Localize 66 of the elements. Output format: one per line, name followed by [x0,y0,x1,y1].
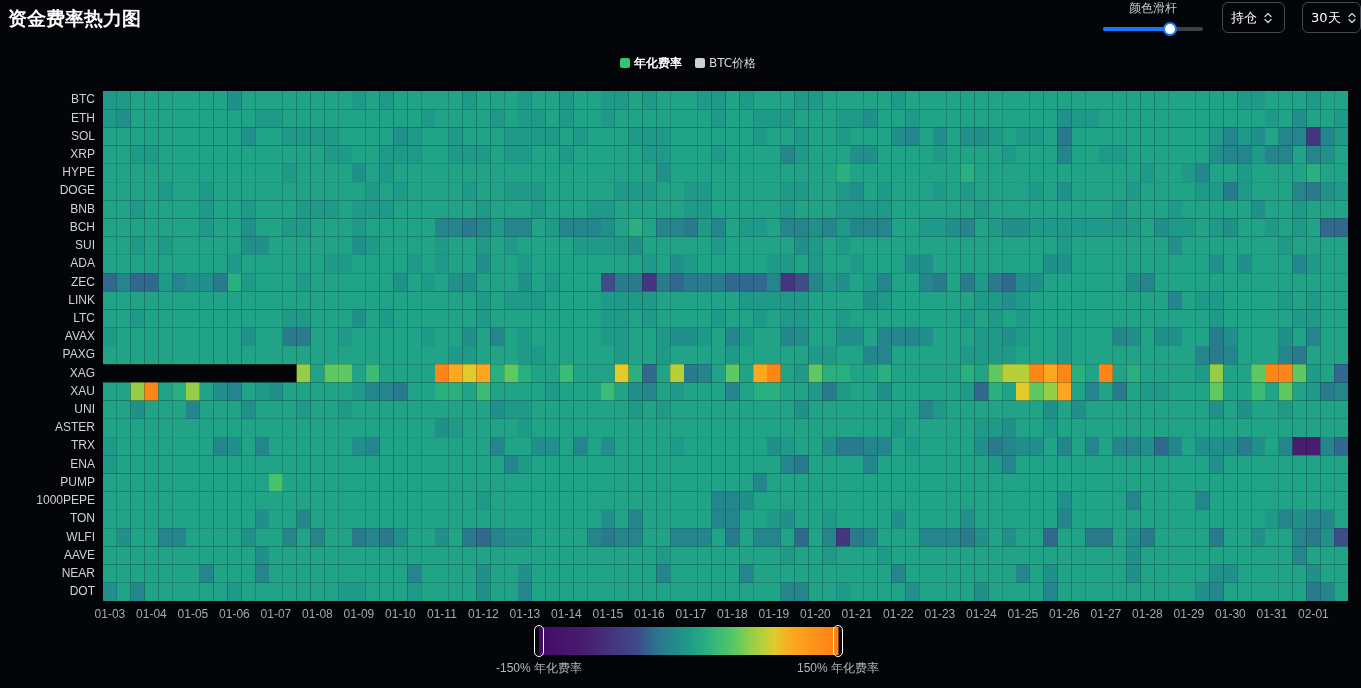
y-tick-label: DOT [69,584,96,599]
x-tick-label: 01-15 [592,606,624,621]
y-tick-label: ETH [71,110,95,125]
x-tick-label: 01-19 [758,606,790,621]
x-tick-label: 01-05 [177,606,209,621]
x-tick-label: 01-30 [1215,606,1247,621]
x-tick-label: 01-20 [800,606,832,621]
y-tick-label: HYPE [62,165,95,180]
dropdown: 持仓 [1222,2,1285,33]
x-tick-label: 01-21 [841,606,873,621]
y-tick-label: SOL [70,128,96,143]
color-bar-title: 年化费率 [634,56,682,70]
y-tick-label: ADA [70,256,95,271]
y-tick-label: BTC [71,92,96,107]
y-tick-label: LINK [68,292,95,307]
x-tick-label: 01-29 [1173,606,1205,621]
x-tick-label: 01-07 [260,606,292,621]
x-tick-label: 01-25 [1007,606,1039,621]
x-tick-label: 01-11 [427,606,458,621]
x-tick-label: 02-01 [1298,606,1330,621]
y-tick-label: PAXG [62,347,95,362]
y-tick-label: ZEC [71,274,96,289]
x-tick-label: 01-23 [924,606,956,621]
x-tick-label: 01-08 [302,606,334,621]
y-tick-label: PUMP [60,474,95,489]
x-tick-label: 01-16 [634,606,666,621]
x-tick-label: 01-28 [1132,606,1164,621]
text: BTC价格 [709,56,757,70]
x-tick-label: 01-03 [94,606,126,621]
x-tick-label: 01-18 [717,606,749,621]
color-bar-label: 150% 年化费率 [796,661,880,676]
x-tick-label: 01-26 [1049,606,1081,621]
x-tick-label: 01-14 [551,606,583,621]
x-tick-label: 01-12 [468,606,500,621]
y-tick-label: LTC [73,310,96,325]
y-tick-label: ENA [70,456,95,471]
y-tick-label: WLFI [66,529,95,544]
dropdown: 30天 [1302,2,1361,33]
color-bar-label: -150% 年化费率 [495,661,583,676]
y-tick-label: 1000PEPE [36,493,95,508]
x-tick-label: 01-24 [966,606,998,621]
x-tick-label: 01-10 [385,606,417,621]
chart-title: 资金费率热力图 [8,6,141,31]
y-tick-label: AVAX [64,329,95,344]
y-tick-label: BNB [70,201,95,216]
x-tick-label: 01-04 [136,606,168,621]
y-tick-label: XAU [70,383,95,398]
y-tick-label: AAVE [63,547,95,562]
y-tick-label: ASTER [54,420,96,435]
y-tick-label: DOGE [59,183,95,198]
x-tick-label: 01-17 [675,606,707,621]
text: 颜色滑杆 [1128,0,1178,16]
y-tick-label: SUI [74,238,95,253]
y-tick-label: XAG [69,365,95,380]
x-tick-label: 01-27 [1090,606,1122,621]
x-tick-label: 01-06 [219,606,251,621]
y-tick-label: TRX [71,438,95,453]
y-tick-label: TON [69,511,95,526]
x-tick-label: 01-22 [883,606,915,621]
x-tick-label: 01-09 [343,606,375,621]
y-tick-label: UNI [74,402,95,417]
x-tick-label: 01-13 [509,606,541,621]
y-tick-label: XRP [70,147,95,162]
y-tick-label: NEAR [61,565,96,580]
x-tick-label: 01-31 [1256,606,1288,621]
y-tick-label: BCH [69,219,95,234]
